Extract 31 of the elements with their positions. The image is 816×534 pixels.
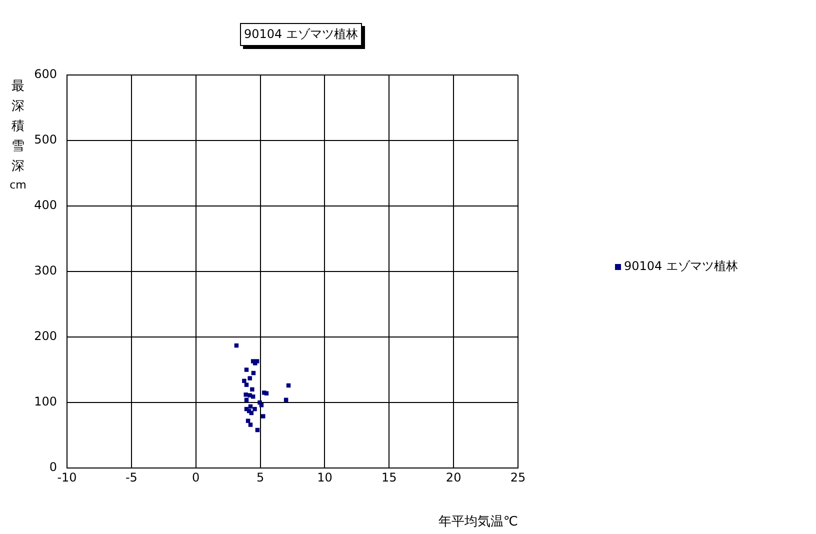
x-tick-label: 15: [382, 470, 397, 484]
point: [248, 376, 252, 380]
y-tick-label: 600: [34, 67, 57, 82]
point: [244, 382, 249, 387]
y-tick-label: 400: [34, 198, 57, 212]
point: [264, 391, 269, 396]
x-tick-label: -10: [57, 470, 77, 484]
y-tick-label: 200: [34, 329, 57, 344]
point: [248, 422, 253, 427]
x-tick-label: 5: [256, 470, 264, 484]
point: [250, 387, 254, 392]
point: [261, 414, 266, 418]
point: [246, 418, 250, 423]
x-tick-label: -5: [125, 470, 138, 484]
point: [244, 368, 249, 372]
y-axis-title: 最深積雪深cm: [10, 78, 26, 192]
x-tick-label: 25: [510, 470, 526, 484]
x-tick-label: 0: [192, 470, 200, 484]
y-tick-label: 500: [34, 132, 57, 147]
point: [252, 406, 257, 412]
y-tick-label: 100: [34, 394, 57, 409]
x-tick-label: 20: [446, 470, 462, 484]
point: [244, 392, 248, 397]
y-tick-label: 300: [34, 264, 57, 278]
y-tick-label: 0: [49, 460, 57, 474]
x-axis-title: 年平均気温℃: [438, 514, 518, 530]
point: [250, 359, 256, 364]
x-tick-label: 10: [317, 470, 332, 484]
legend-label: 90104 エゾマツ植林: [624, 258, 738, 275]
point: [242, 378, 246, 384]
chart-title: 90104 エゾマツ植林: [240, 23, 362, 46]
